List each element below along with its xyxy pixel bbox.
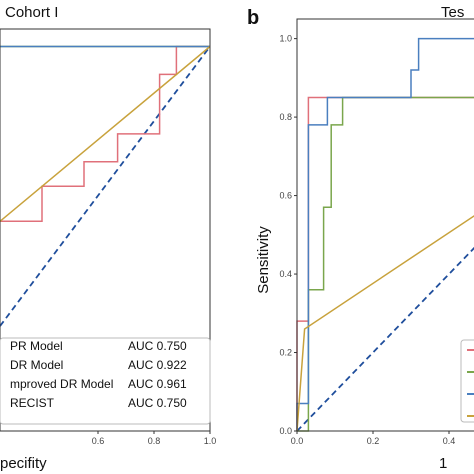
panel-a-x-ticks: 0.6 0.8 1.0	[92, 431, 217, 446]
panel-b-series-line-series-3	[296, 37, 474, 431]
panel-a-plot-area	[0, 45, 211, 327]
panel-b-x-tick-label: 0.4	[443, 436, 456, 446]
panel-a: Cohort I 0.6 0.8 1.0 pecifity PR Model AUC …	[0, 4, 216, 472]
panel-a-title: Cohort I	[5, 4, 58, 21]
panel-a-series-line-recist	[0, 45, 211, 222]
panel-a-legend-auc-mproved-dr-model: AUC 0.961	[128, 377, 187, 391]
panel-b-y-tick-label: 0.6	[279, 191, 292, 201]
panel-b-title: Tes	[441, 4, 464, 21]
panel-b-y-ticks: 0.0 0.2 0.4 0.6 0.8 1.0	[279, 34, 297, 436]
panel-a-x-tick-label: 1.0	[204, 436, 217, 446]
panel-b-legend-items	[467, 349, 474, 417]
panel-a-legend-label-mproved-dr-model: mproved DR Model	[10, 377, 113, 391]
panel-a-x-tick-label: 0.8	[148, 436, 161, 446]
panel-b-legend	[460, 339, 474, 423]
panel-a-frame	[0, 28, 211, 432]
panel-a-legend: PR Model AUC 0.750 DR Model AUC 0.922 mprove…	[0, 337, 211, 425]
panel-b: b Tes Sensitivity 0.0 0.2 0.4 0.6 0.8 1.0 0.0…	[247, 4, 474, 472]
panel-b-y-tick-label: 1.0	[279, 34, 292, 44]
panel-a-legend-auc-recist: AUC 0.750	[128, 396, 187, 410]
panel-a-legend-items: PR Model AUC 0.750 DR Model AUC 0.922 mprove…	[10, 339, 187, 410]
panel-b-x-tick-label: 0.2	[367, 436, 380, 446]
panel-a-legend-auc-dr-model: AUC 0.922	[128, 358, 187, 372]
panel-b-x-tick-label: 0.0	[291, 436, 304, 446]
panel-b-y-tick-label: 0.8	[279, 112, 292, 122]
panel-b-y-tick-label: 0.0	[279, 426, 292, 436]
panel-b-frame	[296, 18, 474, 432]
panel-a-legend-box	[0, 337, 211, 425]
panel-a-x-axis-label: pecifity	[0, 455, 47, 472]
panel-a-x-tick-label: 0.6	[92, 436, 105, 446]
panel-b-y-tick-label: 0.4	[279, 269, 292, 279]
panel-a-legend-label-dr-model: DR Model	[10, 358, 63, 372]
panel-b-y-tick-label: 0.2	[279, 348, 292, 358]
panel-b-x-ticks: 0.0 0.2 0.4	[291, 431, 456, 446]
panel-a-reference-diagonal	[0, 45, 211, 327]
panel-a-legend-label-pr-model: PR Model	[10, 339, 63, 353]
panel-b-series-line-series-4	[296, 215, 474, 432]
panel-b-reference-diagonal	[296, 246, 474, 432]
panel-b-x-axis-label: 1	[439, 455, 447, 472]
panel-b-letter: b	[247, 7, 259, 29]
panel-b-legend-box	[460, 339, 474, 423]
panel-a-legend-label-recist: RECIST	[10, 396, 55, 410]
panel-a-legend-auc-pr-model: AUC 0.750	[128, 339, 187, 353]
panel-b-y-axis-label: Sensitivity	[255, 226, 272, 294]
